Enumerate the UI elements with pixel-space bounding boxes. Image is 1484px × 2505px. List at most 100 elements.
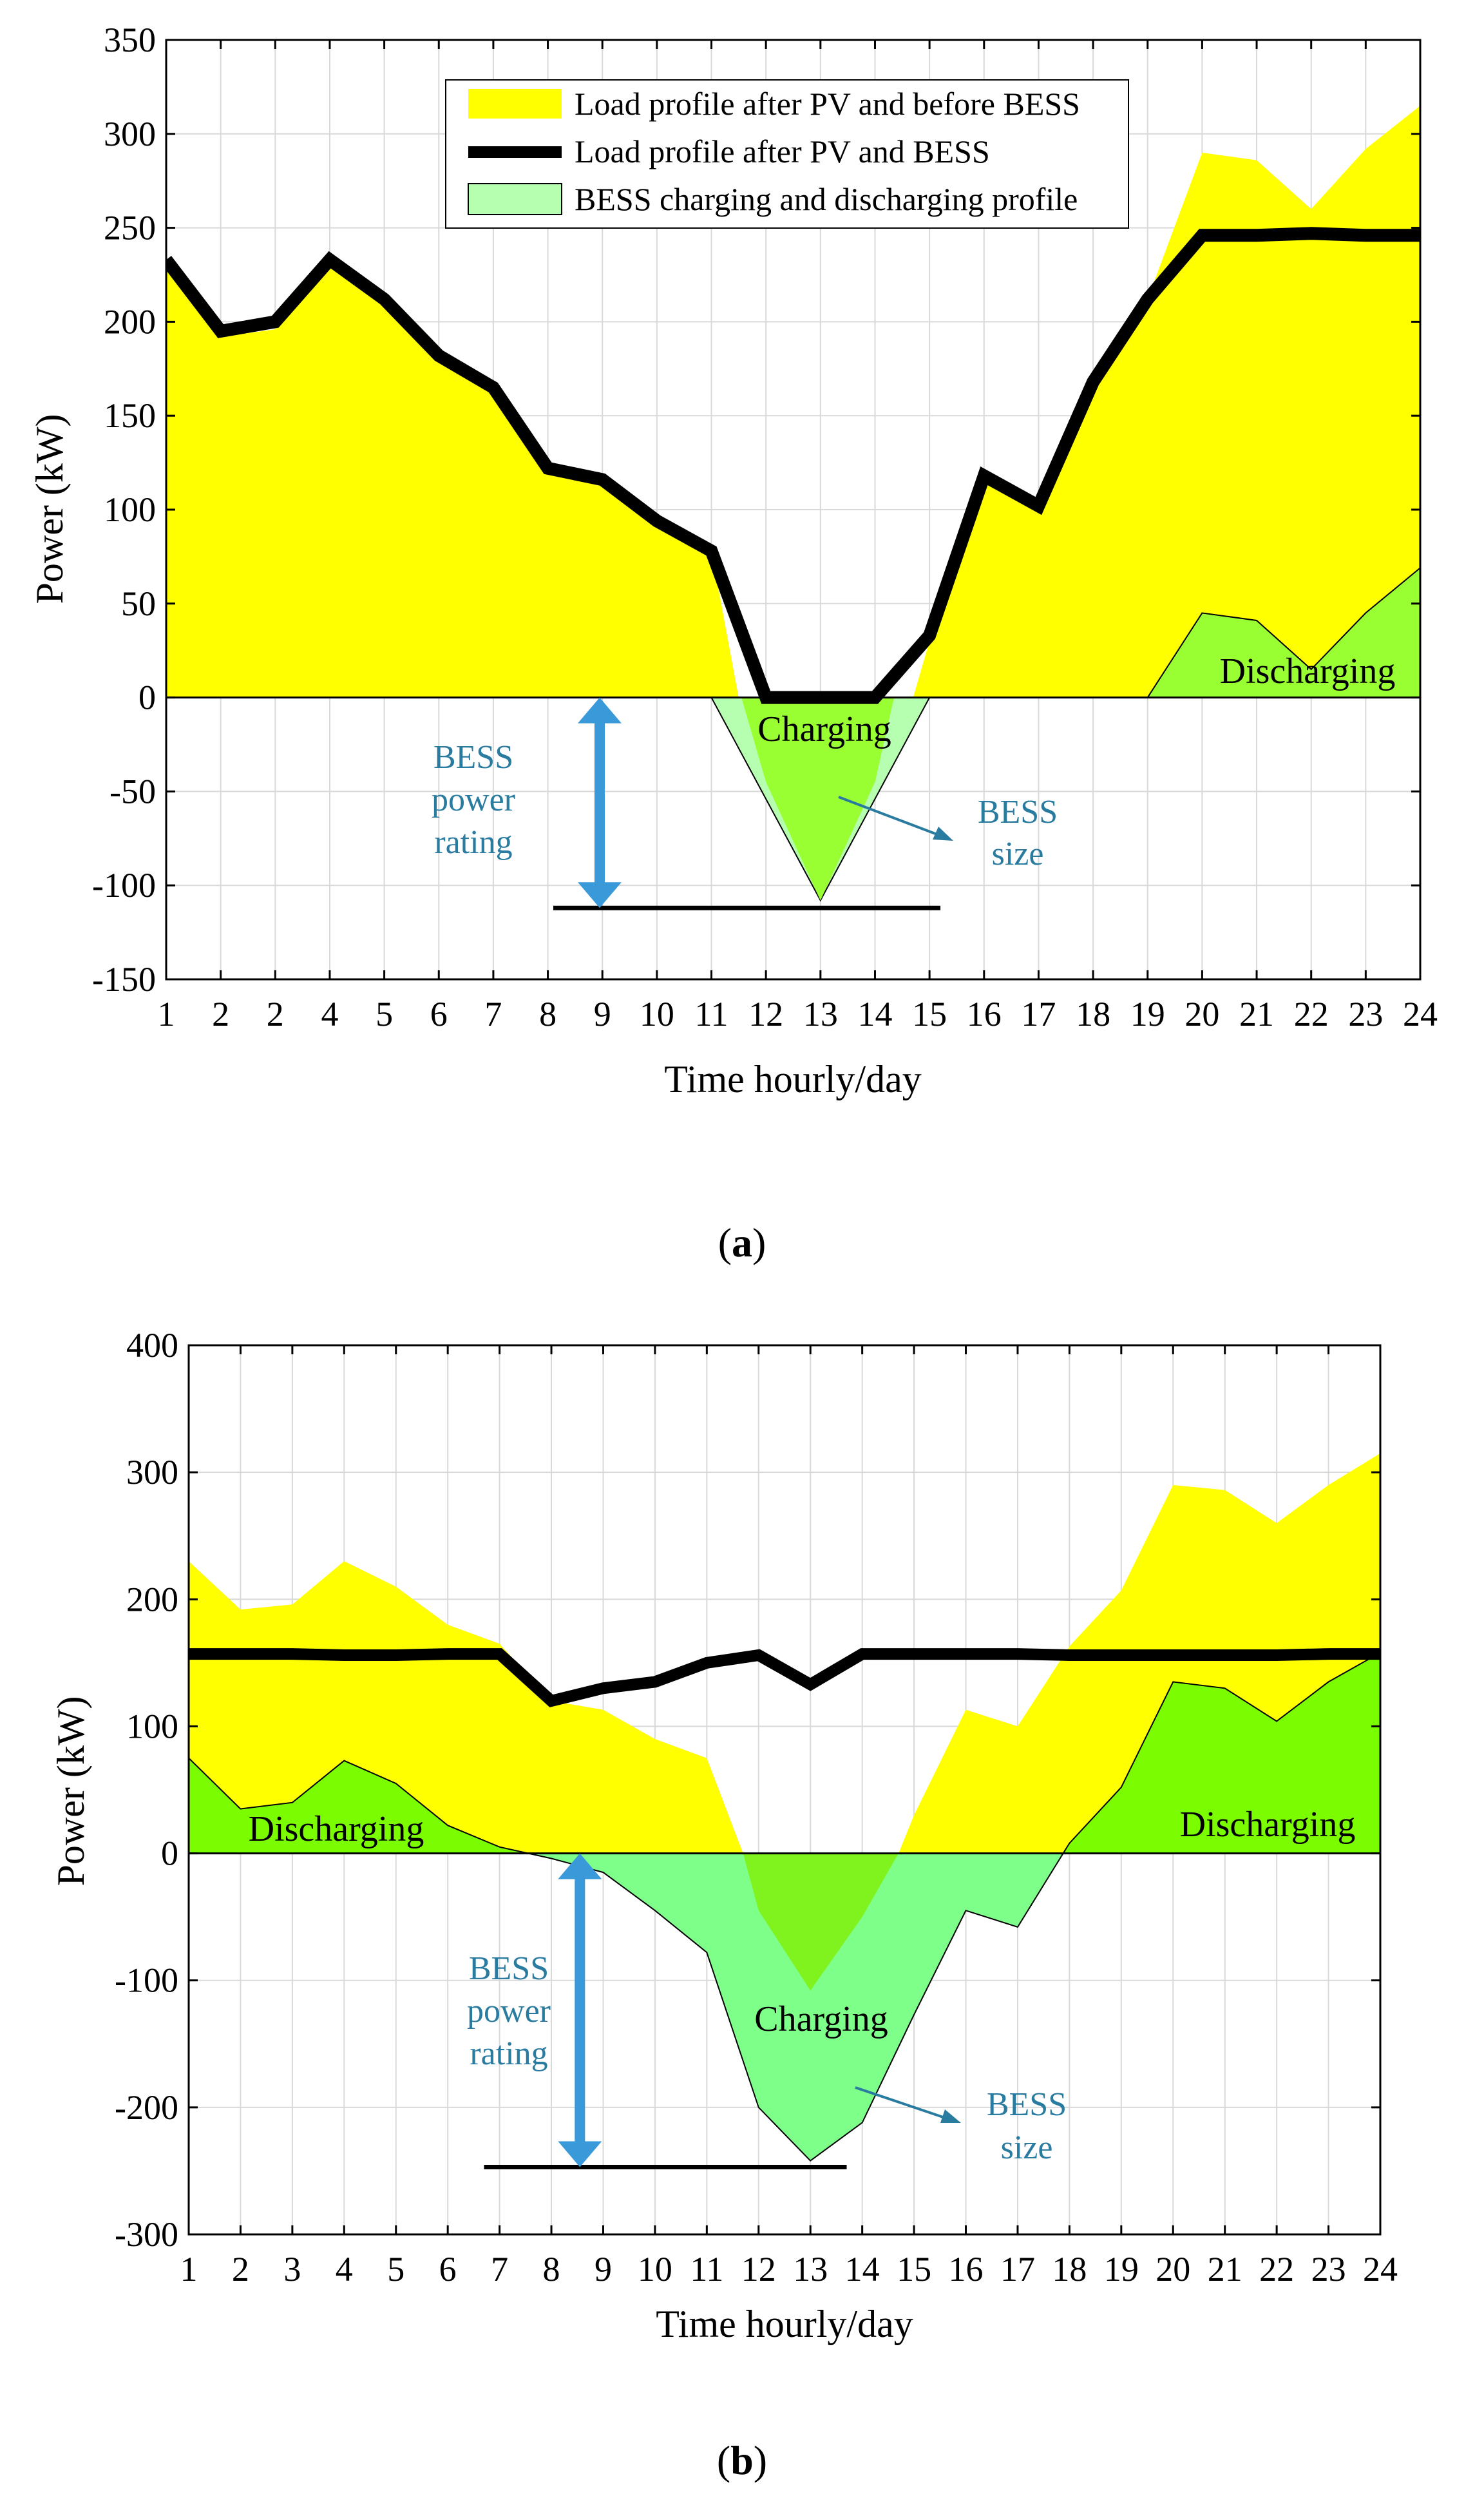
plot-frame-b bbox=[187, 1344, 1382, 2236]
x-tick-label-b: 15 bbox=[897, 2250, 931, 2289]
x-axis-ticks-b: 1 2 3 4 5 6 7 8 9 10 11 12 13 14 15 16 17 18 19 20 21 22 23 24 bbox=[180, 1345, 1398, 2289]
x-tick-label-b: 18 bbox=[1052, 2250, 1087, 2289]
legend-label-after-bess: Load profile after PV and BESS bbox=[575, 133, 990, 169]
x-tick-label-b: 2 bbox=[232, 2250, 249, 2289]
arrow-head-down-b bbox=[558, 2141, 602, 2167]
legend-label-bess-profile: BESS charging and discharging profile bbox=[575, 181, 1078, 217]
x-tick-label-a: 17 bbox=[1021, 995, 1056, 1033]
power-rating-text-2-a: power bbox=[432, 782, 515, 818]
size-text-2-a: size bbox=[992, 836, 1044, 872]
y-tick-label-a: 150 bbox=[104, 396, 156, 435]
x-tick-label-a: 11 bbox=[695, 995, 728, 1033]
area-bess-profile-b bbox=[189, 1651, 1380, 2162]
x-axis-label-b: Time hourly/day bbox=[656, 2303, 913, 2345]
x-tick-label-b: 16 bbox=[949, 2250, 984, 2289]
y-tick-label-b: 0 bbox=[161, 1834, 178, 1873]
arrow-head-up-a bbox=[577, 697, 622, 724]
x-tick-label-a: 5 bbox=[376, 995, 393, 1033]
x-tick-label-a: 22 bbox=[1294, 995, 1329, 1033]
x-tick-label-b: 10 bbox=[638, 2250, 672, 2289]
arrow-head-down-a bbox=[577, 882, 622, 908]
discharging-right-label-b: Discharging bbox=[1180, 1805, 1356, 1845]
y-tick-label-b: -300 bbox=[115, 2215, 178, 2254]
y-tick-label-a: 0 bbox=[138, 678, 156, 717]
size-pointer-head-a bbox=[933, 827, 953, 841]
panel-label-b: (b) bbox=[717, 2437, 767, 2483]
x-tick-label-b: 3 bbox=[283, 2250, 301, 2289]
power-rating-arrow-a bbox=[577, 697, 622, 908]
charging-label-b: Charging bbox=[754, 1999, 888, 2039]
y-tick-label-a: -50 bbox=[109, 772, 156, 811]
x-tick-label-a: 12 bbox=[748, 995, 783, 1033]
discharging-label-a: Discharging bbox=[1220, 651, 1396, 691]
y-tick-label-b: -200 bbox=[115, 2088, 178, 2127]
y-tick-label-a: 50 bbox=[121, 584, 156, 623]
y-axis-label-b: Power (kW) bbox=[50, 1696, 92, 1886]
y-tick-label-a: 100 bbox=[104, 490, 156, 529]
x-tick-label-a: 4 bbox=[321, 995, 338, 1033]
x-tick-label-a: 16 bbox=[967, 995, 1002, 1033]
legend-a: Load profile after PV and before BESS Lo… bbox=[445, 79, 1129, 229]
x-tick-label-a: 23 bbox=[1348, 995, 1383, 1033]
y-tick-label-b: 300 bbox=[126, 1453, 178, 1492]
y-tick-label-b: 100 bbox=[126, 1707, 178, 1745]
area-bess-discharging-b bbox=[1061, 1651, 1380, 1854]
y-tick-label-a: 250 bbox=[104, 209, 156, 247]
x-tick-label-b: 17 bbox=[1000, 2250, 1035, 2289]
y-tick-label-a: -100 bbox=[92, 866, 156, 905]
size-pointer-head-b bbox=[940, 2109, 961, 2123]
power-rating-text-1-b: BESS bbox=[469, 1950, 549, 1987]
x-tick-label-b: 24 bbox=[1363, 2250, 1398, 2289]
x-tick-label-b: 11 bbox=[690, 2250, 723, 2289]
charging-label-a: Charging bbox=[757, 709, 891, 749]
power-rating-arrow-b bbox=[558, 1853, 602, 2167]
x-tick-label-a: 2 bbox=[267, 995, 284, 1033]
x-tick-label-a: 13 bbox=[803, 995, 838, 1033]
x-tick-label-b: 14 bbox=[845, 2250, 880, 2289]
x-tick-label-a: 6 bbox=[430, 995, 448, 1033]
x-tick-label-a: 7 bbox=[484, 995, 502, 1033]
x-tick-label-a: 10 bbox=[640, 995, 674, 1033]
legend-swatch-green bbox=[468, 183, 562, 215]
size-text-1-b: BESS bbox=[987, 2086, 1067, 2123]
y-tick-label-b: 400 bbox=[126, 1326, 178, 1365]
arrow-head-up-b bbox=[558, 1853, 602, 1879]
x-tick-label-b: 4 bbox=[336, 2250, 353, 2289]
x-tick-label-a: 19 bbox=[1130, 995, 1165, 1033]
size-text-2-b: size bbox=[1001, 2129, 1053, 2166]
discharging-left-label-b: Discharging bbox=[249, 1809, 424, 1849]
y-tick-label-b: -100 bbox=[115, 1961, 178, 2000]
power-rating-text-1-a: BESS bbox=[433, 739, 513, 776]
line-after-bess-a bbox=[166, 227, 1420, 704]
x-tick-label-b: 1 bbox=[180, 2250, 198, 2289]
x-tick-label-a: 9 bbox=[594, 995, 611, 1033]
x-tick-label-b: 12 bbox=[741, 2250, 776, 2289]
x-tick-label-b: 22 bbox=[1259, 2250, 1294, 2289]
x-tick-label-a: 15 bbox=[912, 995, 947, 1033]
y-axis-ticks-a: -150 -100 -50 0 50 100 150 200 250 300 350 bbox=[92, 21, 1420, 999]
y-axis-label-a: Power (kW) bbox=[28, 414, 71, 604]
x-tick-label-b: 5 bbox=[387, 2250, 404, 2289]
legend-label-before-bess: Load profile after PV and before BESS bbox=[575, 86, 1080, 122]
x-tick-label-a: 18 bbox=[1076, 995, 1110, 1033]
x-tick-label-b: 20 bbox=[1156, 2250, 1190, 2289]
x-tick-label-b: 21 bbox=[1208, 2250, 1242, 2289]
x-tick-label-b: 23 bbox=[1311, 2250, 1346, 2289]
x-tick-label-b: 13 bbox=[793, 2250, 828, 2289]
chart-panel-a: 1 2 2 4 5 6 7 8 9 10 11 12 13 14 15 16 17 18 19 20 21 22 23 24 … bbox=[28, 21, 1438, 1265]
area-bess-charging-b bbox=[528, 1852, 1065, 2162]
power-rating-text-3-b: rating bbox=[470, 2035, 547, 2072]
power-rating-text-3-a: rating bbox=[434, 824, 512, 861]
legend-swatch-yellow bbox=[468, 89, 562, 119]
size-pointer-a bbox=[838, 796, 941, 837]
y-tick-label-a: 350 bbox=[104, 21, 156, 59]
power-rating-text-2-b: power bbox=[467, 1993, 551, 2030]
x-tick-label-a: 20 bbox=[1184, 995, 1219, 1033]
x-axis-label-a: Time hourly/day bbox=[664, 1058, 921, 1100]
x-tick-label-b: 19 bbox=[1104, 2250, 1139, 2289]
y-tick-label-a: 200 bbox=[104, 302, 156, 341]
x-tick-label-b: 6 bbox=[439, 2250, 457, 2289]
x-tick-label-b: 9 bbox=[595, 2250, 612, 2289]
x-tick-label-a: 24 bbox=[1403, 995, 1438, 1033]
